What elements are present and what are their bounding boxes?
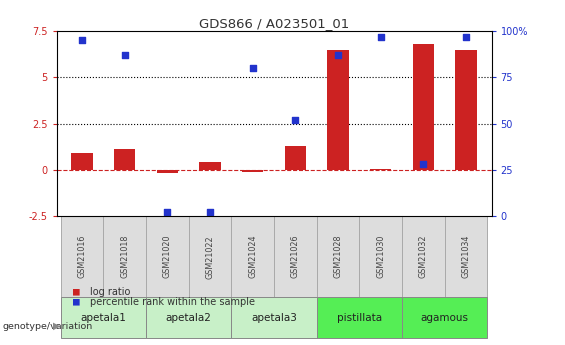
Text: GSM21022: GSM21022 bbox=[206, 235, 215, 278]
Bar bbox=[103, 216, 146, 297]
Bar bbox=[61, 216, 103, 297]
Text: GSM21028: GSM21028 bbox=[333, 235, 342, 278]
Text: apetala2: apetala2 bbox=[166, 313, 212, 323]
Text: GSM21018: GSM21018 bbox=[120, 235, 129, 278]
Bar bbox=[146, 297, 232, 338]
Bar bbox=[146, 216, 189, 297]
Point bbox=[77, 38, 86, 43]
Text: GSM21032: GSM21032 bbox=[419, 235, 428, 278]
Text: pistillata: pistillata bbox=[337, 313, 382, 323]
Point bbox=[333, 52, 342, 58]
Point bbox=[120, 52, 129, 58]
Point bbox=[206, 209, 215, 215]
Bar bbox=[316, 297, 402, 338]
Text: GSM21030: GSM21030 bbox=[376, 235, 385, 278]
Bar bbox=[327, 50, 349, 170]
Text: GSM21016: GSM21016 bbox=[77, 235, 86, 278]
Bar bbox=[402, 297, 487, 338]
Bar bbox=[412, 44, 434, 170]
Point bbox=[376, 34, 385, 39]
Text: ■: ■ bbox=[73, 287, 80, 296]
Point bbox=[419, 161, 428, 167]
Bar bbox=[402, 216, 445, 297]
Text: ■: ■ bbox=[73, 297, 80, 307]
Bar bbox=[189, 216, 232, 297]
Bar bbox=[285, 146, 306, 170]
Text: GSM21034: GSM21034 bbox=[462, 235, 471, 278]
Text: percentile rank within the sample: percentile rank within the sample bbox=[90, 297, 255, 307]
Text: GSM21020: GSM21020 bbox=[163, 235, 172, 278]
Point bbox=[462, 34, 471, 39]
Bar bbox=[274, 216, 316, 297]
Bar bbox=[199, 162, 221, 170]
Point bbox=[248, 65, 257, 71]
Bar bbox=[370, 169, 392, 170]
Text: genotype/variation: genotype/variation bbox=[3, 322, 93, 331]
Bar bbox=[232, 297, 316, 338]
Text: agamous: agamous bbox=[420, 313, 468, 323]
Point bbox=[163, 209, 172, 215]
Bar bbox=[359, 216, 402, 297]
Text: GSM21026: GSM21026 bbox=[291, 235, 300, 278]
Bar bbox=[157, 170, 178, 172]
Text: ▶: ▶ bbox=[53, 321, 60, 331]
Bar bbox=[232, 216, 274, 297]
Title: GDS866 / A023501_01: GDS866 / A023501_01 bbox=[199, 17, 349, 30]
Point bbox=[291, 117, 300, 122]
Text: GSM21024: GSM21024 bbox=[248, 235, 257, 278]
Text: apetala1: apetala1 bbox=[80, 313, 127, 323]
Bar bbox=[242, 170, 263, 171]
Bar bbox=[316, 216, 359, 297]
Bar bbox=[71, 153, 93, 170]
Bar bbox=[114, 149, 136, 170]
Bar bbox=[61, 297, 146, 338]
Text: log ratio: log ratio bbox=[90, 287, 131, 296]
Text: apetala3: apetala3 bbox=[251, 313, 297, 323]
Bar bbox=[455, 50, 477, 170]
Bar bbox=[445, 216, 487, 297]
